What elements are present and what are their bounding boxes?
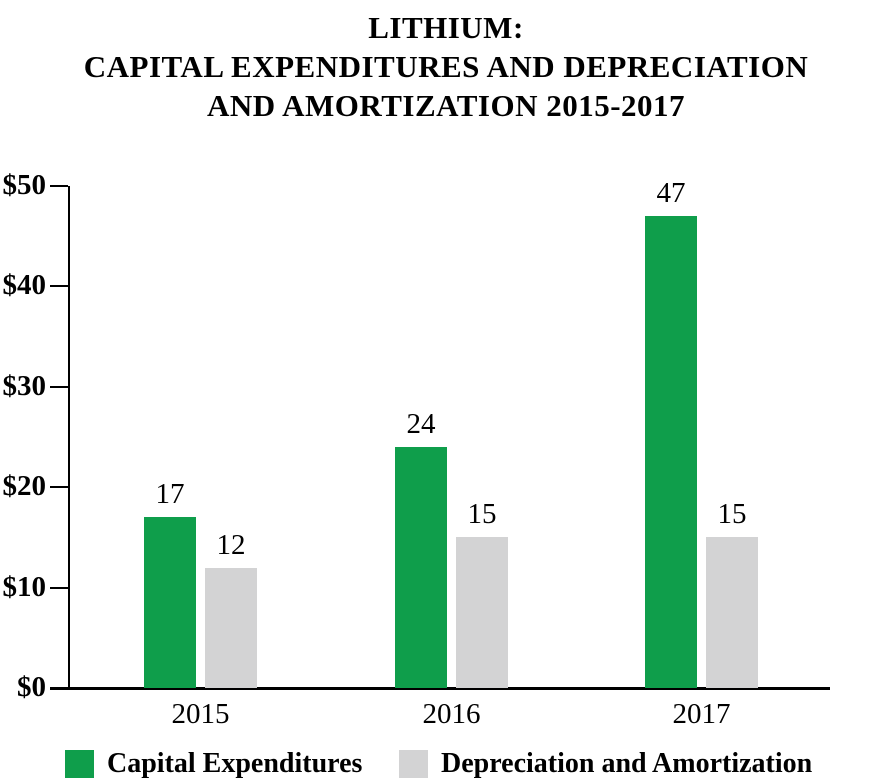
y-axis-tick-label: $20: [2, 470, 47, 503]
bar-2016-d-and-a: [456, 537, 508, 688]
bar-2017-d-and-a: [706, 537, 758, 688]
y-axis-tick-label: $10: [2, 570, 47, 603]
bar-value-label: 24: [406, 408, 436, 441]
y-axis-tick-label: $0: [17, 671, 46, 703]
bar-value-label: 17: [155, 478, 185, 511]
chart-title: LITHIUM: CAPITAL EXPENDITURES AND DEPREC…: [0, 8, 892, 125]
x-axis-line: [50, 687, 830, 690]
bar-2016-capex: [395, 447, 447, 688]
y-axis-tick: [50, 586, 68, 589]
x-axis-category-label: 2015: [171, 698, 230, 730]
bar-2015-d-and-a: [205, 567, 257, 688]
y-axis-tick-label: $50: [2, 169, 47, 201]
chart-title-line-1: LITHIUM:: [368, 10, 524, 45]
bar-2015-capex: [144, 517, 196, 688]
legend-label: Capital Expenditures: [107, 748, 363, 779]
chart-title-line-3: AND AMORTIZATION 2015-2017: [206, 88, 686, 123]
y-axis-tick-label: $40: [2, 269, 47, 302]
y-axis-tick: [50, 185, 68, 187]
chart-title-line-2: CAPITAL EXPENDITURES AND DEPRECIATION: [83, 49, 809, 84]
bar-value-label: 47: [656, 177, 686, 210]
bar-value-label: 15: [717, 498, 747, 531]
bar-2017-capex: [645, 216, 697, 688]
x-axis-category-label: 2016: [422, 698, 481, 730]
legend-label: Depreciation and Amortization: [441, 748, 813, 779]
x-axis-category-label: 2017: [672, 698, 731, 730]
bar-value-label: 15: [467, 498, 497, 531]
chart-legend: Capital Expenditures Depreciation and Amo…: [0, 748, 892, 782]
y-axis-tick: [50, 687, 68, 689]
y-axis-line: [68, 186, 70, 689]
legend-swatch-d-and-a: [399, 750, 428, 778]
y-axis-tick: [50, 486, 68, 489]
bar-value-label: 12: [216, 528, 246, 561]
y-axis-tick: [50, 285, 68, 288]
legend-swatch-capex: [65, 750, 94, 778]
y-axis-tick: [50, 385, 68, 388]
y-axis-tick-label: $30: [2, 369, 47, 402]
